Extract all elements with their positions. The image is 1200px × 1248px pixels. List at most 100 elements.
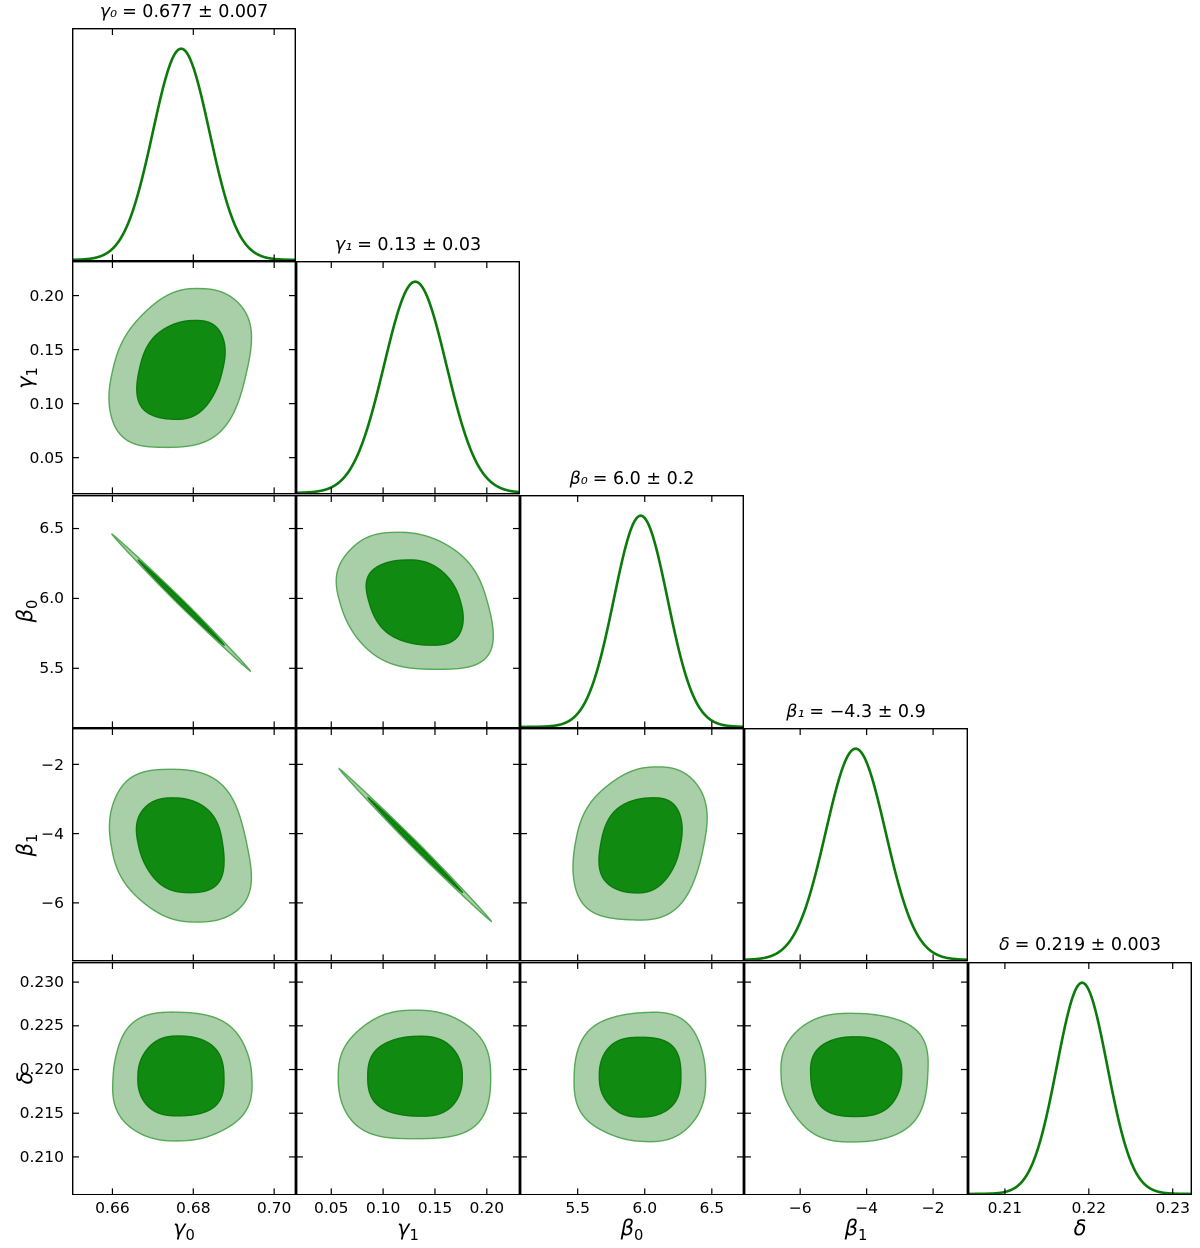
axis-symbol: β — [12, 842, 37, 857]
x-tick-label: −6 — [788, 1199, 812, 1217]
param-symbol: β₁ — [786, 702, 805, 722]
contour-panel-beta1-vs-gamma0 — [72, 728, 296, 962]
axis-subscript: 1 — [24, 367, 42, 377]
axis-symbol: δ — [1073, 1216, 1087, 1240]
x-axis-label-delta: δ — [968, 1216, 1192, 1244]
confidence-contour-68 — [135, 797, 225, 894]
tick-marks — [296, 494, 520, 729]
posterior-density-curve — [968, 980, 1192, 1195]
panel-frame — [296, 728, 520, 962]
y-tick-label: 0.15 — [29, 341, 64, 359]
panel-frame — [72, 261, 296, 495]
x-tick-label: 0.66 — [95, 1199, 130, 1217]
param-estimate: = 6.0 ± 0.2 — [592, 469, 695, 489]
y-tick-label: 0.215 — [19, 1103, 64, 1122]
panel-frame — [72, 494, 296, 729]
panel-frame — [968, 961, 1192, 1195]
axis-subscript: 0 — [185, 1227, 195, 1245]
y-tick-label: 0.05 — [29, 449, 64, 468]
y-tick-label: 0.220 — [19, 1060, 64, 1079]
x-axis-label-beta0: β0 — [520, 1216, 744, 1244]
axis-symbol: γ — [397, 1216, 410, 1240]
x-tick-label: 0.68 — [176, 1199, 211, 1217]
confidence-contour-68 — [137, 559, 225, 646]
contour-panel-beta1-vs-beta0 — [520, 728, 744, 962]
y-tick-label: 0.10 — [29, 395, 64, 414]
confidence-contour-68 — [137, 1034, 225, 1117]
tick-marks — [72, 728, 296, 962]
contour-panel-delta-vs-gamma0 — [72, 961, 296, 1195]
x-tick-label: 0.23 — [1155, 1199, 1190, 1217]
axis-symbol: γ — [12, 376, 37, 389]
contour-panel-beta0-vs-gamma0 — [72, 494, 296, 729]
tick-marks — [577, 494, 713, 729]
x-tick-label: 6.0 — [632, 1199, 658, 1217]
axis-symbol: β — [844, 1216, 859, 1240]
panel-frame — [296, 261, 520, 495]
confidence-contour-68 — [136, 320, 226, 421]
posterior-density-curve — [72, 47, 296, 262]
panel-frame — [72, 961, 296, 1195]
hist-panel-gamma0 — [72, 28, 296, 262]
axis-subscript: 1 — [858, 1227, 868, 1245]
y-tick-label: 0.210 — [19, 1147, 64, 1166]
panel-frame — [296, 494, 520, 729]
y-tick-label: −6 — [41, 894, 64, 913]
tick-marks — [296, 728, 520, 962]
posterior-density-curve — [744, 747, 968, 962]
param-symbol: β₀ — [569, 469, 588, 489]
x-tick-label: 6.5 — [699, 1199, 725, 1217]
axis-symbol: β — [12, 608, 37, 623]
x-tick-label: 0.22 — [1071, 1199, 1107, 1217]
x-axis-label-gamma1: γ1 — [296, 1216, 520, 1244]
panel-frame — [72, 28, 296, 262]
panel-title-beta1: β₁ = −4.3 ± 0.9 — [744, 702, 968, 722]
param-estimate: = 0.13 ± 0.03 — [357, 235, 482, 255]
panel-frame — [520, 728, 744, 962]
panel-frame — [744, 728, 968, 962]
axis-symbol: β — [620, 1216, 635, 1240]
x-axis-label-beta1: β1 — [744, 1216, 968, 1244]
tick-marks — [799, 728, 934, 962]
x-tick-label: 0.05 — [313, 1199, 349, 1217]
panel-title-beta0: β₀ = 6.0 ± 0.2 — [520, 469, 744, 489]
confidence-contour-68 — [365, 559, 464, 646]
x-tick-label: 0.21 — [987, 1199, 1023, 1217]
y-tick-label: 5.5 — [39, 659, 64, 678]
y-tick-label: 6.0 — [39, 589, 64, 608]
contour-panel-delta-vs-beta1 — [744, 961, 968, 1195]
y-tick-label: 6.5 — [39, 519, 64, 538]
panel-frame — [72, 728, 296, 962]
param-estimate: = 0.677 ± 0.007 — [122, 2, 269, 22]
param-estimate: = 0.219 ± 0.003 — [1014, 935, 1161, 955]
tick-marks — [72, 261, 296, 495]
tick-marks — [72, 961, 296, 1195]
hist-panel-delta — [968, 961, 1192, 1195]
contour-panel-beta0-vs-gamma1 — [296, 494, 520, 729]
confidence-contour-68 — [367, 1035, 463, 1117]
panel-frame — [520, 494, 744, 729]
y-tick-label: 0.230 — [19, 972, 64, 991]
axis-subscript: 0 — [634, 1227, 644, 1245]
panel-title-gamma1: γ₁ = 0.13 ± 0.03 — [296, 235, 520, 255]
contour-panel-gamma1-vs-gamma0 — [72, 261, 296, 495]
x-axis-label-gamma0: γ0 — [72, 1216, 296, 1244]
x-tick-label: 5.5 — [565, 1199, 590, 1217]
y-tick-label: −4 — [41, 824, 64, 843]
x-tick-label: 0.70 — [256, 1199, 292, 1217]
y-tick-label: 0.225 — [19, 1016, 64, 1035]
tick-marks — [111, 28, 275, 262]
hist-panel-beta1 — [744, 728, 968, 962]
panel-title-delta: δ = 0.219 ± 0.003 — [968, 935, 1192, 955]
confidence-contour-68 — [598, 797, 683, 894]
hist-panel-gamma1 — [296, 261, 520, 495]
x-tick-label: 0.15 — [417, 1199, 453, 1217]
y-axis-label-gamma1: γ1 — [13, 367, 41, 389]
panel-frame — [520, 961, 744, 1195]
param-symbol: γ₁ — [334, 235, 353, 255]
panel-title-gamma0: γ₀ = 0.677 ± 0.007 — [72, 2, 296, 22]
y-tick-label: 0.20 — [29, 286, 64, 305]
tick-marks — [1004, 961, 1174, 1195]
x-tick-label: −2 — [921, 1199, 945, 1217]
